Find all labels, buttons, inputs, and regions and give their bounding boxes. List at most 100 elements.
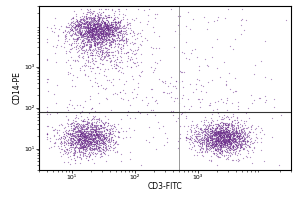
Point (69, 44, 74, 47)
Point (97, 40, 102, 43)
Point (203, 136, 208, 139)
Point (218, 132, 223, 136)
Point (146, 101, 151, 104)
Point (241, 139, 245, 142)
Point (111, 138, 116, 142)
Point (92, 42, 96, 45)
Point (238, 152, 242, 156)
Point (84, 20, 89, 23)
Point (215, 140, 220, 143)
Point (196, 137, 201, 141)
Point (89, 146, 94, 150)
Point (80, 44, 85, 48)
Point (102, 35, 106, 38)
Point (225, 133, 230, 136)
Point (75, 24, 80, 27)
Point (73, 135, 77, 138)
Point (94, 29, 98, 32)
Point (195, 129, 200, 132)
Point (231, 146, 236, 149)
Point (91, 24, 95, 27)
Point (79, 20, 84, 23)
Point (78, 126, 83, 129)
Point (71, 38, 76, 41)
Point (231, 130, 236, 133)
Point (87, 153, 92, 156)
Point (102, 137, 106, 140)
Point (232, 139, 237, 142)
Point (68, 163, 73, 166)
Point (226, 125, 231, 129)
Point (103, 147, 108, 150)
Point (110, 28, 115, 31)
Point (84, 135, 88, 138)
Point (49, 27, 53, 30)
Point (113, 21, 118, 24)
Point (91, 23, 96, 26)
Point (213, 130, 218, 133)
Point (72, 138, 76, 141)
Point (70, 17, 75, 20)
Point (101, 32, 106, 35)
Point (112, 38, 117, 42)
Point (98, 132, 102, 135)
Point (189, 134, 194, 137)
Point (101, 31, 106, 34)
Point (59, 123, 64, 127)
Point (89, 29, 94, 32)
Point (96, 123, 100, 126)
Point (96, 133, 101, 136)
Point (75, 18, 80, 22)
Point (81, 145, 85, 148)
Point (136, 47, 140, 51)
Point (103, 55, 107, 58)
Point (96, 35, 101, 38)
Point (94, 41, 99, 44)
Point (100, 50, 104, 54)
Point (214, 136, 218, 140)
Point (106, 134, 111, 137)
Point (83, 16, 88, 19)
Point (103, 120, 108, 123)
Point (114, 39, 119, 42)
Point (224, 133, 229, 137)
Point (98, 36, 103, 40)
Point (74, 135, 79, 138)
Point (214, 130, 219, 134)
Point (83, 27, 88, 30)
Point (222, 136, 227, 139)
Point (76, 55, 80, 58)
Point (97, 38, 102, 41)
Point (96, 132, 101, 136)
Point (106, 54, 110, 57)
Point (69, 137, 74, 140)
Point (107, 137, 112, 141)
Point (227, 131, 232, 134)
Point (105, 140, 110, 143)
Point (84, 29, 89, 33)
Point (70, 139, 75, 142)
Point (204, 144, 208, 147)
Point (218, 135, 223, 138)
Point (88, 28, 93, 31)
Point (225, 98, 230, 101)
Point (229, 133, 234, 136)
Point (218, 125, 223, 128)
Point (116, 12, 121, 16)
Point (95, 84, 100, 87)
Point (215, 140, 220, 143)
Point (92, 28, 96, 31)
Point (96, 28, 101, 31)
Point (270, 116, 275, 119)
Point (85, 21, 90, 24)
Point (83, 142, 88, 145)
Point (118, 45, 123, 49)
Point (94, 27, 99, 30)
Point (92, 123, 96, 126)
Point (79, 139, 83, 143)
Point (71, 37, 76, 40)
Point (116, 36, 120, 39)
Point (230, 139, 235, 142)
Point (102, 29, 107, 32)
Point (90, 53, 95, 56)
